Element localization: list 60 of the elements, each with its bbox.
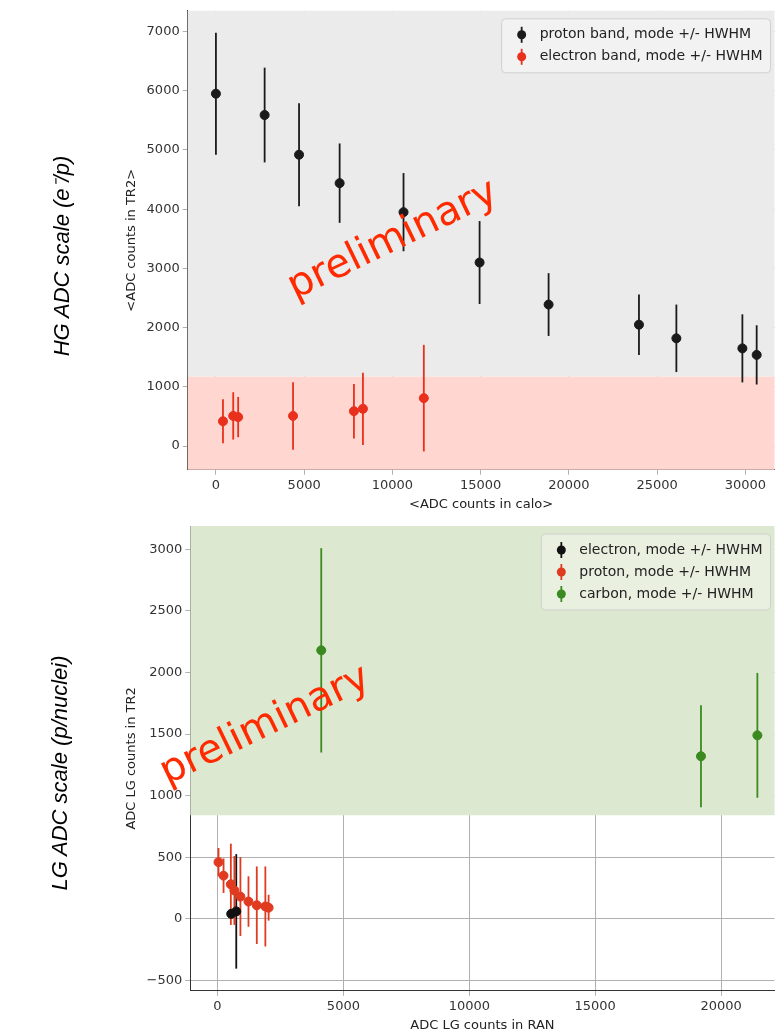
- point: [633, 319, 644, 330]
- legend-label: electron, mode +/- HWHM: [579, 540, 763, 557]
- x-tick-label: 0: [213, 997, 222, 1013]
- point: [418, 393, 429, 404]
- point: [294, 149, 305, 160]
- text: HG ADC scale (e⁻/p): [48, 155, 75, 357]
- x-tick-label: 20000: [700, 997, 742, 1013]
- x-axis-title: <ADC counts in calo>: [409, 495, 554, 511]
- point: [218, 870, 229, 881]
- x-tick-label: 30000: [724, 476, 767, 492]
- point: [357, 403, 368, 414]
- y-tick-label: 3000: [149, 540, 183, 556]
- y-tick-label: 7000: [146, 22, 180, 38]
- point: [233, 412, 244, 423]
- y-axis-title: ADC LG counts in TR2: [123, 687, 139, 830]
- point: [348, 406, 359, 417]
- point: [316, 645, 327, 656]
- point: [231, 906, 242, 917]
- y-tick-label: 0: [171, 437, 180, 453]
- legend-label: proton band, mode +/- HWHM: [539, 25, 752, 42]
- y-tick-label: −500: [146, 971, 183, 987]
- legend-label: electron band, mode +/- HWHM: [539, 47, 763, 64]
- point: [751, 349, 762, 360]
- point: [695, 751, 706, 762]
- x-tick-label: 5000: [287, 476, 321, 492]
- y-tick-label: 0: [174, 910, 183, 926]
- x-axis-title: ADC LG counts in RAN: [410, 1016, 555, 1032]
- point: [671, 333, 682, 344]
- x-tick-label: 0: [211, 476, 221, 492]
- x-tick-label: 5000: [326, 997, 360, 1013]
- y-tick-label: 6000: [146, 82, 180, 98]
- point: [251, 900, 262, 911]
- text: LG ADC scale (p/nuclei): [47, 654, 73, 891]
- point: [752, 730, 763, 741]
- y-tick-label: 2500: [149, 602, 183, 618]
- y-tick-label: 4000: [146, 200, 180, 216]
- point: [229, 885, 240, 896]
- y-axis-title: <ADC counts in TR2>: [123, 168, 139, 312]
- point: [737, 343, 748, 354]
- point: [210, 88, 221, 99]
- x-tick-label: 10000: [448, 997, 490, 1013]
- point: [213, 857, 224, 868]
- point: [288, 410, 299, 421]
- y-tick-label: 5000: [146, 141, 180, 157]
- point: [217, 416, 228, 427]
- y-tick-label: 1000: [146, 378, 180, 394]
- point: [259, 110, 270, 121]
- point: [243, 896, 254, 907]
- y-tick-label: 2000: [146, 319, 180, 335]
- point: [543, 299, 554, 310]
- x-tick-label: 10000: [371, 476, 414, 492]
- legend-label: carbon, mode +/- HWHM: [579, 584, 754, 601]
- x-tick-label: 20000: [548, 476, 590, 492]
- legend-label: proton, mode +/- HWHM: [579, 562, 752, 579]
- x-tick-label: 15000: [574, 997, 616, 1013]
- y-tick-label: 500: [157, 848, 183, 864]
- point: [235, 891, 246, 902]
- y-tick-label: 3000: [146, 259, 180, 275]
- x-tick-label: 15000: [459, 476, 502, 492]
- x-tick-label: 25000: [636, 476, 678, 492]
